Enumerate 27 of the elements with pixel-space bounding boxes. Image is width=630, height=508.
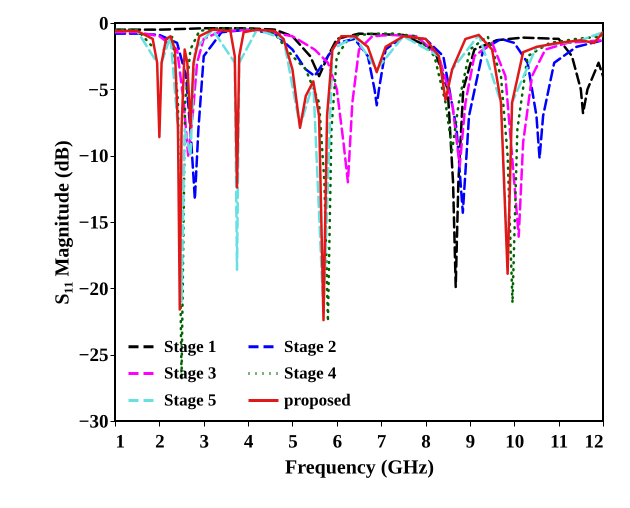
y-axis-title: S₁₁ Magnitude (dB) bbox=[52, 140, 74, 305]
legend-label: Stage 3 bbox=[164, 364, 216, 382]
x-axis-title: Frequency (GHz) bbox=[284, 456, 434, 478]
x-tick-label: 3 bbox=[199, 432, 209, 452]
x-tick-label: 5 bbox=[288, 432, 298, 452]
y-tick-label: −30 bbox=[78, 412, 108, 432]
y-tick-label: 0 bbox=[99, 14, 108, 34]
x-tick-label: 12 bbox=[584, 432, 604, 452]
legend-label: Stage 5 bbox=[164, 390, 216, 410]
x-tick-label: 8 bbox=[421, 432, 431, 452]
legend-label: proposed bbox=[284, 390, 352, 410]
y-tick-label: −10 bbox=[78, 146, 108, 168]
y-tick-label: −20 bbox=[78, 278, 108, 300]
x-tick-label: 1 bbox=[116, 432, 125, 452]
x-tick-label: 11 bbox=[550, 432, 568, 452]
x-tick-label: 9 bbox=[466, 432, 476, 452]
x-tick-label: 7 bbox=[376, 432, 387, 452]
x-tick-label: 2 bbox=[155, 432, 165, 452]
x-tick-label: 4 bbox=[244, 432, 254, 452]
y-tick-label: −5 bbox=[88, 80, 108, 101]
legend-label: Stage 4 bbox=[284, 364, 337, 382]
x-tick-label: 10 bbox=[505, 432, 524, 452]
y-tick-label: −25 bbox=[78, 345, 108, 366]
x-tick-label: 6 bbox=[332, 432, 342, 452]
legend-label: Stage 1 bbox=[164, 336, 216, 356]
y-tick-label: −15 bbox=[78, 212, 108, 234]
legend-label: Stage 2 bbox=[284, 336, 336, 356]
